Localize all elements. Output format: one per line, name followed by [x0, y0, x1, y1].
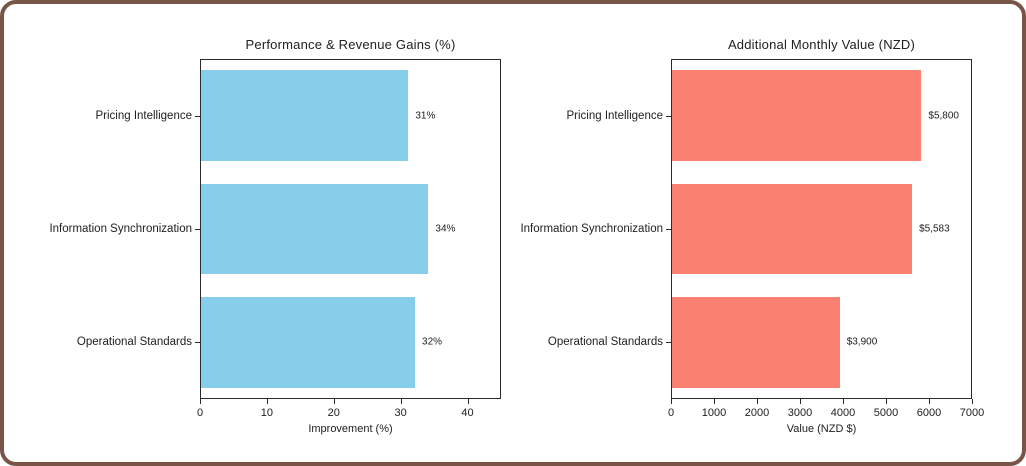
x-tick-mark — [266, 399, 268, 404]
x-tick-label: 4000 — [830, 407, 856, 419]
y-tick-label: Operational Standards — [76, 336, 192, 349]
chart-title: Additional Monthly Value (NZD) — [727, 37, 916, 52]
x-tick-mark — [467, 399, 469, 404]
x-axis-label: Value (NZD $) — [786, 423, 857, 435]
y-tick-mark — [666, 342, 671, 344]
y-tick-label: Information Synchronization — [520, 223, 663, 235]
bar — [672, 297, 840, 388]
x-tick-mark — [972, 399, 973, 404]
bar-value-label: $5,800 — [928, 110, 959, 122]
bar — [201, 70, 409, 161]
y-tick-mark — [666, 115, 671, 117]
x-tick-mark — [886, 399, 887, 404]
x-tick-label: 1000 — [701, 407, 727, 419]
y-tick-label: Pricing Intelligence — [566, 109, 663, 122]
x-tick-label: 3000 — [787, 407, 813, 419]
y-tick-label: Pricing Intelligence — [95, 109, 192, 122]
x-tick-mark — [671, 399, 672, 404]
bar-value-label: 34% — [435, 223, 456, 235]
y-tick-mark — [195, 229, 200, 230]
bar-value-label: 31% — [415, 110, 436, 122]
bar — [201, 183, 429, 275]
x-tick-mark — [800, 399, 801, 404]
bar-value-label: 32% — [422, 336, 443, 348]
x-tick-label: 30 — [394, 407, 407, 419]
bar-value-label: $3,900 — [846, 336, 878, 348]
x-tick-mark — [400, 399, 402, 404]
chart-title: Performance & Revenue Gains (%) — [245, 37, 456, 52]
x-axis-label: Improvement (%) — [308, 423, 393, 435]
x-tick-label: 0 — [667, 407, 675, 419]
x-tick-mark — [757, 399, 758, 404]
bar — [201, 297, 416, 388]
x-tick-mark — [333, 399, 335, 404]
bar — [672, 70, 922, 161]
x-tick-label: 10 — [260, 407, 273, 419]
y-tick-mark — [195, 115, 200, 117]
x-tick-mark — [714, 399, 715, 404]
x-tick-mark — [843, 399, 844, 404]
x-tick-mark — [929, 399, 930, 404]
x-tick-mark — [200, 399, 201, 404]
x-tick-label: 40 — [461, 407, 474, 419]
x-tick-label: 7000 — [959, 407, 985, 419]
x-tick-label: 5000 — [873, 407, 899, 419]
x-tick-label: 6000 — [916, 407, 942, 419]
y-tick-label: Information Synchronization — [49, 223, 192, 235]
x-tick-label: 2000 — [744, 407, 770, 419]
y-tick-mark — [195, 342, 200, 344]
bar — [672, 183, 913, 275]
bar-value-label: $5,583 — [919, 223, 950, 235]
y-tick-mark — [666, 229, 671, 230]
x-tick-label: 20 — [327, 407, 340, 419]
x-tick-label: 0 — [196, 407, 204, 419]
y-tick-label: Operational Standards — [547, 336, 663, 349]
